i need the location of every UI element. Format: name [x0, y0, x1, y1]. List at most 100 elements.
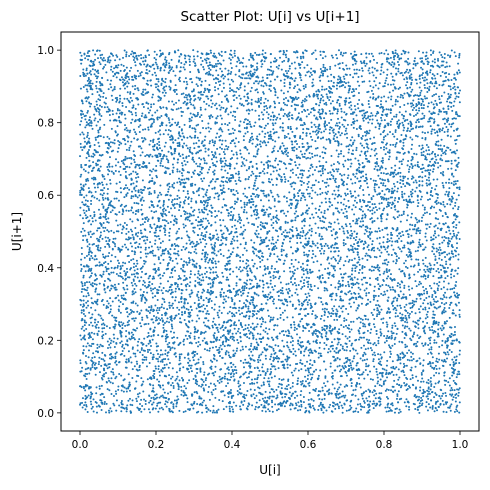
scatter-point	[234, 129, 236, 131]
scatter-point	[306, 96, 308, 98]
scatter-point	[209, 61, 211, 63]
scatter-point	[154, 370, 156, 372]
scatter-point	[387, 53, 389, 55]
scatter-point	[112, 301, 114, 303]
scatter-point	[387, 406, 389, 408]
scatter-point	[145, 249, 147, 251]
scatter-point	[449, 198, 451, 200]
scatter-point	[351, 91, 353, 93]
scatter-point	[181, 311, 183, 313]
scatter-point	[157, 312, 159, 314]
scatter-point	[140, 154, 142, 156]
scatter-point	[218, 52, 220, 54]
scatter-point	[274, 79, 276, 81]
scatter-point	[342, 299, 344, 301]
scatter-point	[247, 308, 249, 310]
scatter-point	[93, 183, 95, 185]
scatter-point	[123, 65, 125, 67]
scatter-point	[456, 199, 458, 201]
scatter-point	[184, 57, 186, 59]
scatter-point	[442, 328, 444, 330]
scatter-point	[447, 54, 449, 56]
scatter-point	[312, 405, 314, 407]
scatter-point	[415, 396, 417, 398]
scatter-point	[449, 233, 451, 235]
scatter-point	[391, 196, 393, 198]
scatter-point	[84, 212, 86, 214]
scatter-point	[171, 201, 173, 203]
scatter-point	[324, 67, 326, 69]
scatter-point	[99, 127, 101, 129]
scatter-point	[428, 327, 430, 329]
scatter-point	[411, 144, 413, 146]
scatter-point	[292, 392, 294, 394]
scatter-point	[397, 100, 399, 102]
scatter-point	[213, 374, 215, 376]
scatter-point	[120, 191, 122, 193]
scatter-point	[98, 209, 100, 211]
scatter-point	[159, 408, 161, 410]
scatter-point	[399, 353, 401, 355]
scatter-point	[174, 243, 176, 245]
scatter-point	[441, 61, 443, 63]
scatter-point	[256, 230, 258, 232]
scatter-point	[87, 287, 89, 289]
scatter-point	[408, 317, 410, 319]
scatter-point	[163, 133, 165, 135]
scatter-point	[223, 82, 225, 84]
scatter-point	[90, 369, 92, 371]
scatter-point	[339, 228, 341, 230]
scatter-point	[272, 111, 274, 113]
scatter-point	[243, 135, 245, 137]
scatter-point	[416, 181, 418, 183]
scatter-point	[360, 220, 362, 222]
scatter-point	[147, 351, 149, 353]
scatter-point	[425, 297, 427, 299]
scatter-point	[398, 64, 400, 66]
scatter-point	[412, 189, 414, 191]
scatter-point	[220, 239, 222, 241]
scatter-point	[170, 207, 172, 209]
scatter-point	[420, 397, 422, 399]
scatter-point	[426, 52, 428, 54]
scatter-point	[83, 309, 85, 311]
scatter-point	[247, 295, 249, 297]
scatter-point	[183, 344, 185, 346]
scatter-point	[442, 393, 444, 395]
scatter-point	[96, 258, 98, 260]
scatter-point	[419, 232, 421, 234]
scatter-point	[216, 336, 218, 338]
scatter-point	[148, 343, 150, 345]
scatter-point	[438, 109, 440, 111]
scatter-point	[267, 368, 269, 370]
scatter-point	[155, 86, 157, 88]
scatter-point	[81, 201, 83, 203]
scatter-point	[87, 180, 89, 182]
scatter-point	[423, 151, 425, 153]
scatter-point	[311, 399, 313, 401]
scatter-point	[120, 174, 122, 176]
scatter-point	[349, 190, 351, 192]
scatter-point	[133, 202, 135, 204]
scatter-point	[205, 377, 207, 379]
scatter-point	[324, 152, 326, 154]
scatter-point	[190, 270, 192, 272]
scatter-point	[158, 309, 160, 311]
scatter-point	[211, 116, 213, 118]
scatter-point	[166, 220, 168, 222]
scatter-point	[366, 139, 368, 141]
scatter-point	[292, 283, 294, 285]
scatter-point	[215, 63, 217, 65]
scatter-point	[210, 383, 212, 385]
scatter-point	[121, 346, 123, 348]
scatter-point	[372, 220, 374, 222]
scatter-point	[153, 57, 155, 59]
scatter-point	[305, 254, 307, 256]
scatter-point	[234, 52, 236, 54]
scatter-point	[152, 387, 154, 389]
scatter-point	[235, 405, 237, 407]
scatter-point	[168, 188, 170, 190]
scatter-point	[254, 263, 256, 265]
scatter-point	[173, 332, 175, 334]
scatter-point	[208, 155, 210, 157]
